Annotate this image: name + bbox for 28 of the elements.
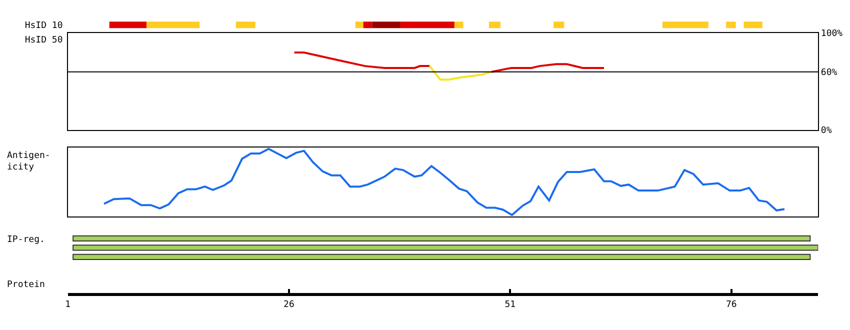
bar bbox=[400, 22, 454, 28]
x-tick-label: 26 bbox=[284, 300, 294, 310]
x-tick-label: 76 bbox=[726, 300, 737, 310]
x-tick-label: 51 bbox=[504, 300, 516, 310]
bar bbox=[146, 22, 200, 28]
bar bbox=[355, 22, 364, 28]
y-tick-label: HsID 50 bbox=[24, 36, 63, 46]
bar bbox=[236, 22, 256, 28]
bar bbox=[726, 22, 736, 28]
bar bbox=[662, 22, 708, 28]
bar bbox=[109, 22, 147, 28]
y-tick-label: HsID 10 bbox=[24, 20, 63, 31]
line-series bbox=[293, 51, 431, 69]
x-axis-title: Protein bbox=[7, 280, 45, 290]
y-tick-label: 100% bbox=[820, 29, 844, 40]
bar bbox=[454, 22, 464, 28]
line-series bbox=[490, 63, 605, 73]
x-tick-label: 1 bbox=[65, 300, 70, 310]
bar bbox=[744, 22, 762, 28]
bar bbox=[488, 22, 500, 28]
y-axis-title: Antigen- icity bbox=[7, 151, 50, 173]
bar bbox=[372, 22, 400, 28]
line-series bbox=[428, 65, 493, 81]
bar bbox=[554, 22, 564, 28]
y-axis-title: IP-reg. bbox=[7, 235, 45, 245]
y-tick-label: 0% bbox=[820, 126, 832, 136]
bar bbox=[363, 22, 372, 28]
y-tick-label: 60% bbox=[820, 68, 838, 78]
